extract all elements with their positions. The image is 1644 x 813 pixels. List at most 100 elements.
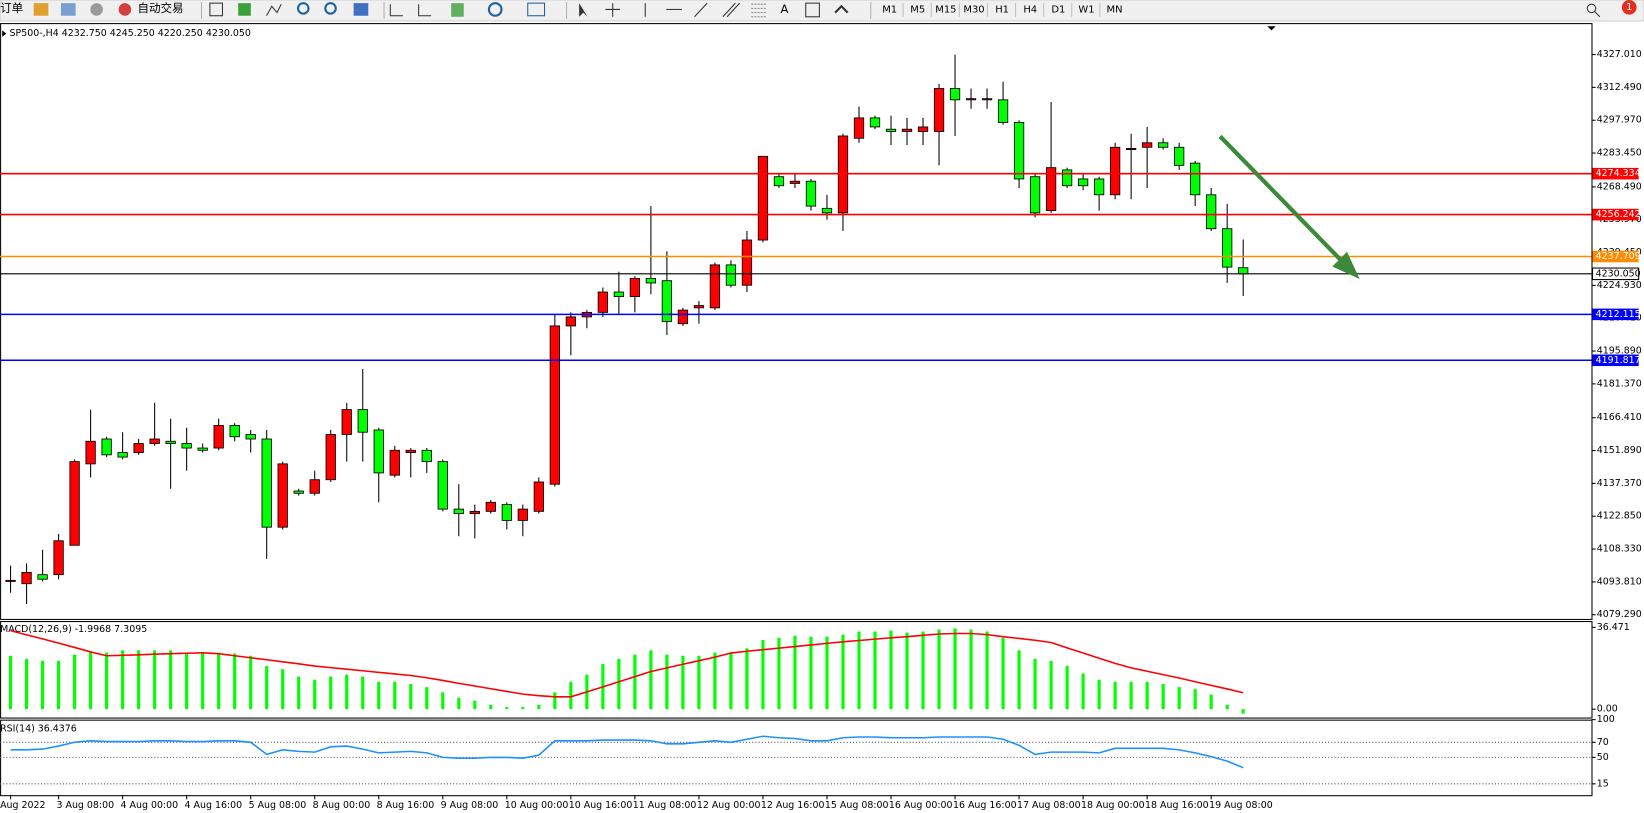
macd-bar [185,652,189,710]
macd-bar [537,704,541,710]
candle-body [453,508,464,515]
macd-bar [793,635,797,710]
macd-bar [393,681,397,710]
timeframe-button[interactable]: M30 [963,4,984,15]
candle-body [165,440,176,444]
notification-badge[interactable] [1621,0,1637,15]
macd-bar [313,679,317,710]
arrows-tool[interactable] [834,4,849,14]
macd-bar [937,629,941,710]
y-tick-label: 50 [1597,752,1609,763]
candle-body [1141,142,1153,148]
icon[interactable] [33,3,49,16]
macd-bar [153,650,157,710]
price-line-tag [1591,267,1640,281]
candle-body [1061,169,1073,187]
y-tick-label: 4268.490 [1597,181,1642,192]
timeframe-button[interactable]: D1 [1051,4,1065,15]
candle-body [501,504,512,521]
x-tick-label: 18 Aug 16:00 [1145,800,1209,811]
macd-bar [1129,681,1133,710]
macd-bar [953,628,957,710]
x-tick-label: 5 Aug 08:00 [249,800,307,811]
candle-body [1158,142,1169,148]
timeframe-button[interactable]: M15 [935,4,956,15]
icon[interactable] [60,3,76,16]
icon[interactable] [90,3,103,16]
macd-bar [905,632,909,710]
candle-body [1190,162,1201,196]
shift-icon[interactable] [389,4,403,17]
macd-bar [1177,687,1181,710]
y-tick-label: 4312.490 [1597,82,1642,93]
indicators-icon[interactable] [451,3,464,17]
bar-chart-icon[interactable] [209,2,224,17]
periods-icon[interactable] [487,2,503,17]
y-tick-label: 4166.410 [1597,412,1642,423]
auto-trading-icon[interactable] [118,3,132,16]
autoscroll-icon[interactable] [418,4,432,17]
x-tick-label: 16 Aug 00:00 [889,800,953,811]
tile-icon[interactable] [353,3,369,16]
timeframe-button[interactable]: H4 [1023,4,1037,15]
label-tool[interactable] [805,2,820,18]
templates-icon[interactable] [527,2,546,17]
candle-body [565,316,576,327]
zoom-out-icon[interactable] [324,2,337,15]
macd-bar [713,652,717,710]
timeframe-button[interactable]: H1 [995,4,1009,15]
candle-body [517,508,528,521]
candle-body [1125,148,1137,150]
macd-bar [73,654,77,710]
macd-bar [233,653,237,710]
trendline-icon[interactable] [694,2,708,18]
candle-body [821,207,833,214]
plots [0,54,1592,785]
crosshair-icon[interactable] [605,3,621,17]
fibo-icon[interactable] [751,3,766,18]
y-tick-label: 70 [1597,737,1609,748]
candle-body [853,117,865,139]
x-tick-label: 15 Aug 08:00 [825,800,889,811]
auto-trading-button[interactable]: 自动交易 [138,1,184,15]
candle-body [53,540,64,576]
candle-body [85,440,96,465]
candle-body [389,449,400,476]
candle-body [869,117,881,128]
text-tool[interactable]: A [781,2,789,16]
macd-bar [1145,681,1149,710]
macd-bar [441,692,445,710]
candle-body [245,434,256,440]
macd-bar [761,640,765,710]
candle-body [149,438,160,444]
macd-bar [1033,658,1037,710]
macd-bar [473,700,477,710]
candle-body [1029,176,1041,214]
y-tick-label: 4151.890 [1597,445,1642,456]
channel-icon[interactable] [722,2,741,18]
timeframe-button[interactable]: M5 [910,4,925,15]
y-tick-label: 4108.330 [1597,544,1642,555]
candle-body [741,239,753,286]
price-line-label: 4237.709 [1596,251,1641,262]
zoom-in-icon[interactable] [296,2,310,15]
macd-bar [1225,704,1229,710]
macd-bar [633,654,637,710]
macd-bar [1001,637,1005,710]
timeframe-button[interactable]: M1 [882,4,897,15]
macd-bar [569,681,573,710]
line-icon[interactable] [266,3,282,16]
timeframe-button[interactable]: W1 [1078,4,1094,15]
timeframe-button[interactable]: MN [1107,4,1123,15]
candle-body [197,447,208,451]
y-tick-label: 36.471 [1597,622,1630,633]
search-icon[interactable] [1586,3,1601,18]
price-line-tag [1592,250,1639,263]
y-tick-label: 4224.930 [1597,280,1642,291]
macd-bar [665,654,669,710]
candle-icon[interactable] [238,3,251,16]
candle-body [341,409,352,435]
candle-body [1109,146,1121,196]
order-button[interactable]: 订单 [0,1,23,15]
